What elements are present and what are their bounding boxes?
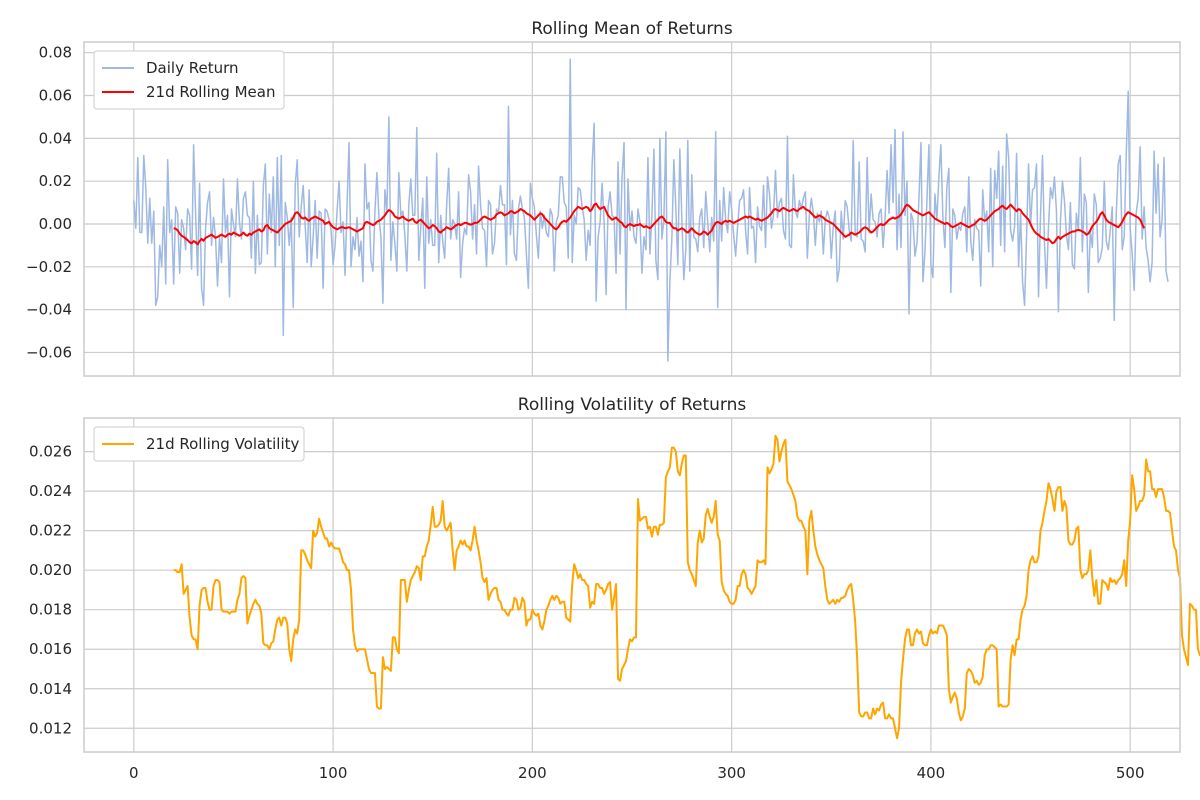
y-tick-label: −0.02 [26,258,72,276]
x-tick-label: 200 [518,764,547,782]
y-tick-label: 0.012 [29,719,72,737]
legend-label-daily-return: Daily Return [146,59,239,77]
y-tick-label: 0.014 [29,680,72,698]
y-tick-label: 0.06 [39,87,72,105]
rolling-volatility-y-tick-labels: 0.012 0.014 0.016 0.018 0.020 0.022 0.024 0.026 [29,443,72,738]
rolling-volatility-series-group [173,434,1200,740]
rolling-volatility-x-tick-labels: 0 100 200 300 400 500 [129,764,1144,782]
rolling-mean-panel: −0.06 −0.04 −0.02 0.00 0.02 0.04 0.06 0.08 Roll… [26,19,1181,377]
x-tick-label: 300 [717,764,746,782]
x-tick-label: 0 [129,764,139,782]
rolling-mean-series-group [133,58,1169,362]
series-line-21d-rolling-mean [173,202,1146,246]
rolling-volatility-legend-box [93,426,305,462]
rolling-mean-legend: Daily Return 21d Rolling Mean [93,50,285,110]
x-tick-label: 100 [319,764,348,782]
y-tick-label: −0.04 [26,301,72,319]
y-tick-label: 0.020 [29,561,72,579]
y-tick-label: 0.018 [29,601,72,619]
y-tick-label: 0.026 [29,443,72,461]
rolling-volatility-grid [84,418,1180,752]
y-tick-label: 0.022 [29,522,72,540]
x-tick-label: 500 [1116,764,1145,782]
y-tick-label: 0.02 [39,172,72,190]
rolling-mean-title: Rolling Mean of Returns [531,19,733,39]
y-tick-label: 0.04 [39,129,72,147]
y-tick-label: 0.00 [39,215,72,233]
rolling-mean-plot-frame [83,41,1181,377]
rolling-mean-y-tick-labels: −0.06 −0.04 −0.02 0.00 0.02 0.04 0.06 0.08 [26,44,72,362]
legend-label-rolling-mean: 21d Rolling Mean [146,83,275,101]
rolling-volatility-plot-frame [83,417,1181,753]
x-tick-label: 400 [917,764,946,782]
series-line-21d-rolling-volatility [173,434,1200,740]
legend-label-rolling-volatility: 21d Rolling Volatility [146,435,299,453]
rolling-volatility-legend: 21d Rolling Volatility [93,426,305,462]
y-tick-label: 0.016 [29,640,72,658]
rolling-volatility-panel: 0.012 0.014 0.016 0.018 0.020 0.022 0.024 0.026… [29,395,1200,782]
y-tick-label: −0.06 [26,343,72,361]
y-tick-label: 0.08 [39,44,72,62]
rolling-volatility-title: Rolling Volatility of Returns [518,395,747,415]
y-tick-label: 0.024 [29,482,72,500]
rolling-mean-legend-box [93,50,285,110]
series-line-daily-return [133,58,1169,362]
